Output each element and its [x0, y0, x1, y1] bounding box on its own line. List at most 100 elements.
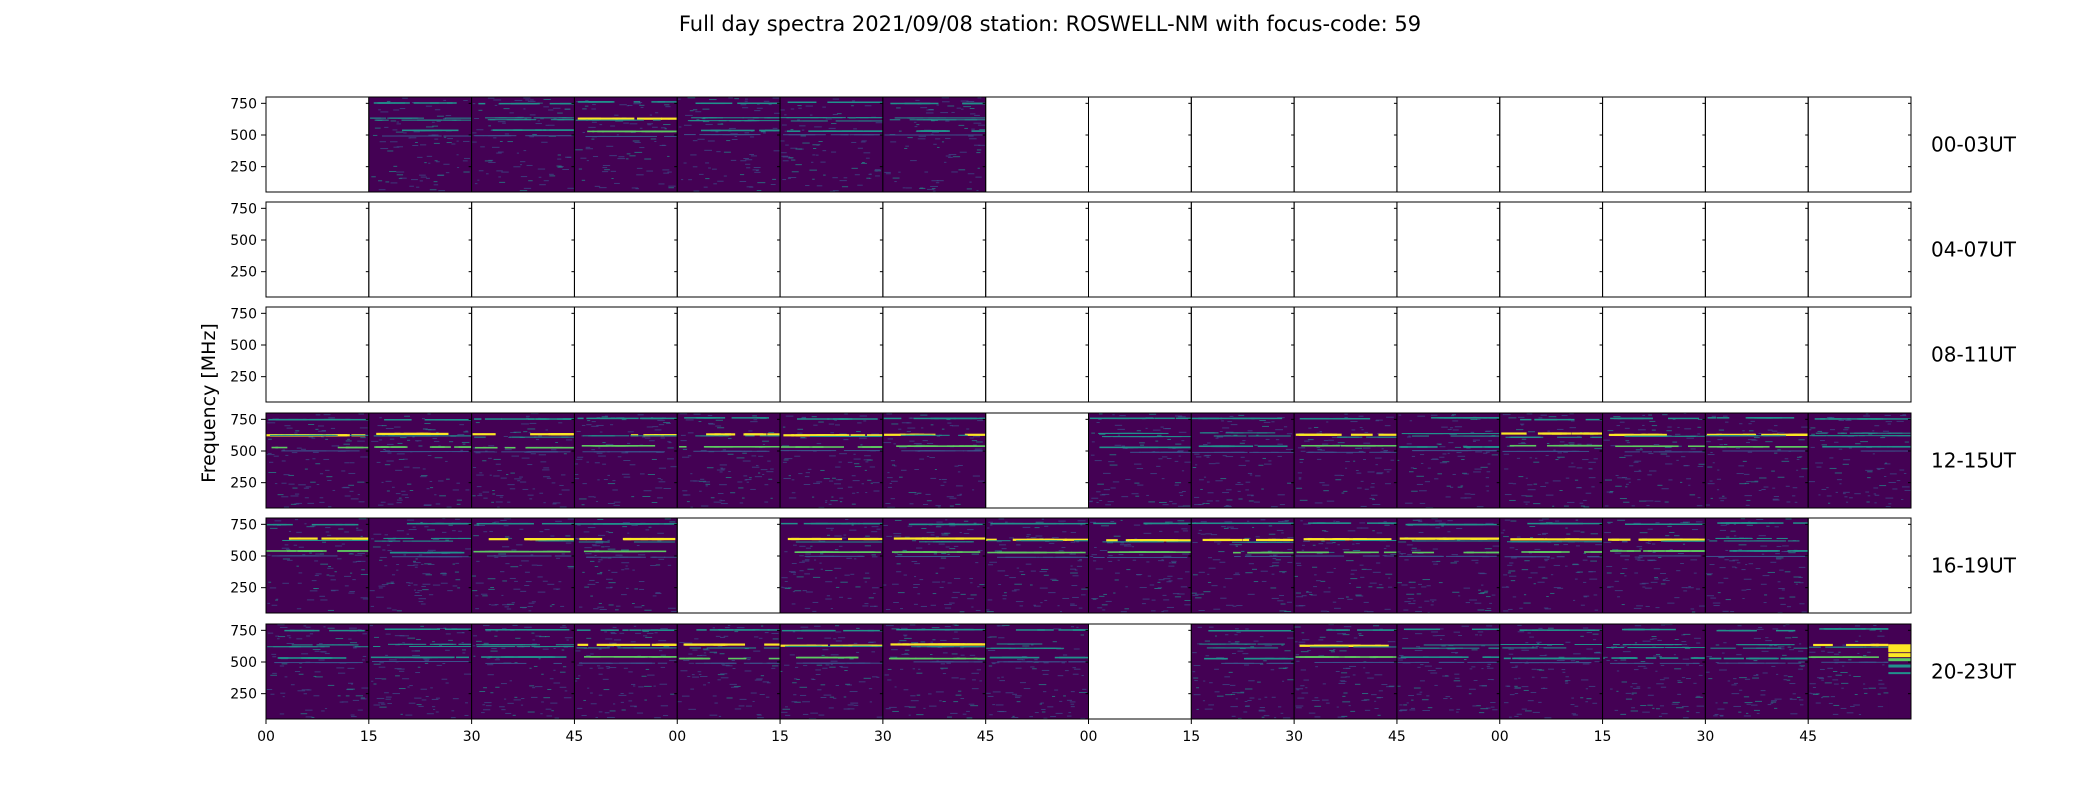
noise-speckle [432, 584, 441, 586]
noise-speckle [728, 97, 733, 99]
frequency-band [1202, 432, 1214, 434]
noise-speckle [1454, 426, 1463, 428]
noise-speckle [543, 98, 551, 100]
noise-speckle [1060, 611, 1063, 613]
noise-speckle [360, 597, 368, 599]
noise-speckle [1485, 596, 1491, 598]
noise-speckle [682, 494, 691, 496]
frequency-band [1674, 538, 1706, 541]
noise-speckle [442, 118, 446, 120]
noise-speckle [1508, 482, 1513, 484]
noise-speckle [1688, 586, 1691, 588]
spectrum-background [1499, 413, 1603, 508]
frequency-band [504, 522, 534, 525]
noise-speckle [537, 591, 546, 593]
noise-speckle [1361, 429, 1364, 431]
noise-speckle [1397, 582, 1402, 584]
noise-speckle [782, 160, 789, 162]
noise-speckle [294, 432, 298, 434]
noise-speckle [702, 108, 710, 110]
noise-speckle [1136, 430, 1141, 432]
noise-speckle [1625, 440, 1630, 442]
noise-speckle [1372, 571, 1381, 573]
noise-speckle [1275, 559, 1281, 561]
noise-speckle [731, 139, 738, 141]
noise-speckle [758, 455, 764, 457]
noise-speckle [1268, 460, 1272, 462]
noise-speckle [1296, 564, 1302, 566]
noise-speckle [930, 604, 937, 606]
noise-speckle [597, 573, 603, 575]
noise-speckle [523, 108, 526, 110]
noise-speckle [1427, 611, 1430, 613]
noise-speckle [1593, 594, 1598, 596]
noise-speckle [1197, 532, 1201, 534]
noise-speckle [509, 488, 516, 490]
noise-speckle [396, 563, 400, 565]
noise-speckle [1556, 428, 1564, 430]
frequency-band [1729, 446, 1764, 448]
frequency-band [585, 135, 611, 137]
noise-speckle [465, 489, 470, 491]
noise-speckle [949, 525, 956, 527]
noise-speckle [874, 170, 882, 172]
noise-speckle [1215, 500, 1220, 502]
noise-speckle [794, 455, 801, 457]
frequency-band [1412, 551, 1435, 554]
noise-speckle [1525, 477, 1528, 479]
noise-speckle [1481, 584, 1484, 586]
noise-speckle [555, 520, 562, 522]
noise-speckle [948, 156, 953, 158]
noise-speckle [1279, 610, 1287, 612]
noise-speckle [396, 502, 402, 504]
noise-speckle [463, 100, 468, 102]
frequency-band [1192, 451, 1209, 453]
panel-frame [1602, 306, 1706, 403]
noise-speckle [1014, 589, 1020, 591]
noise-speckle [344, 585, 349, 587]
noise-speckle [576, 430, 581, 432]
noise-speckle [1384, 524, 1390, 526]
noise-speckle [360, 698, 367, 700]
spectrum-panel [1807, 517, 1912, 614]
panel-frame [1807, 96, 1912, 193]
noise-speckle [949, 505, 954, 507]
frequency-band [1064, 538, 1089, 541]
noise-speckle [591, 544, 597, 546]
noise-speckle [1475, 562, 1479, 564]
noise-speckle [1865, 491, 1870, 493]
noise-speckle [483, 497, 488, 499]
frequency-band [335, 523, 359, 526]
noise-speckle [938, 478, 941, 480]
spectrum-panel [1088, 96, 1192, 193]
noise-speckle [1504, 494, 1512, 496]
noise-speckle [1022, 526, 1031, 528]
noise-speckle [315, 573, 322, 575]
noise-speckle [977, 480, 984, 482]
noise-speckle [1546, 596, 1549, 598]
noise-speckle [414, 566, 418, 568]
noise-speckle [1616, 425, 1620, 427]
noise-speckle [491, 501, 495, 503]
frequency-band [1195, 522, 1235, 525]
frequency-band [913, 417, 939, 420]
noise-speckle [1668, 479, 1673, 481]
noise-speckle [556, 165, 562, 167]
noise-speckle [1651, 425, 1658, 427]
noise-speckle [471, 141, 477, 143]
frequency-band [1281, 555, 1295, 557]
noise-speckle [1726, 536, 1730, 538]
noise-speckle [893, 601, 899, 603]
noise-speckle [669, 521, 676, 523]
noise-speckle [409, 489, 414, 491]
noise-speckle [1337, 597, 1345, 599]
frequency-band [710, 445, 751, 448]
noise-speckle [798, 107, 802, 109]
noise-speckle [277, 624, 285, 626]
noise-speckle [1118, 554, 1124, 556]
noise-speckle [1529, 525, 1536, 527]
noise-speckle [1612, 549, 1619, 551]
noise-speckle [1474, 468, 1482, 470]
noise-speckle [1272, 555, 1277, 557]
noise-speckle [828, 503, 832, 505]
